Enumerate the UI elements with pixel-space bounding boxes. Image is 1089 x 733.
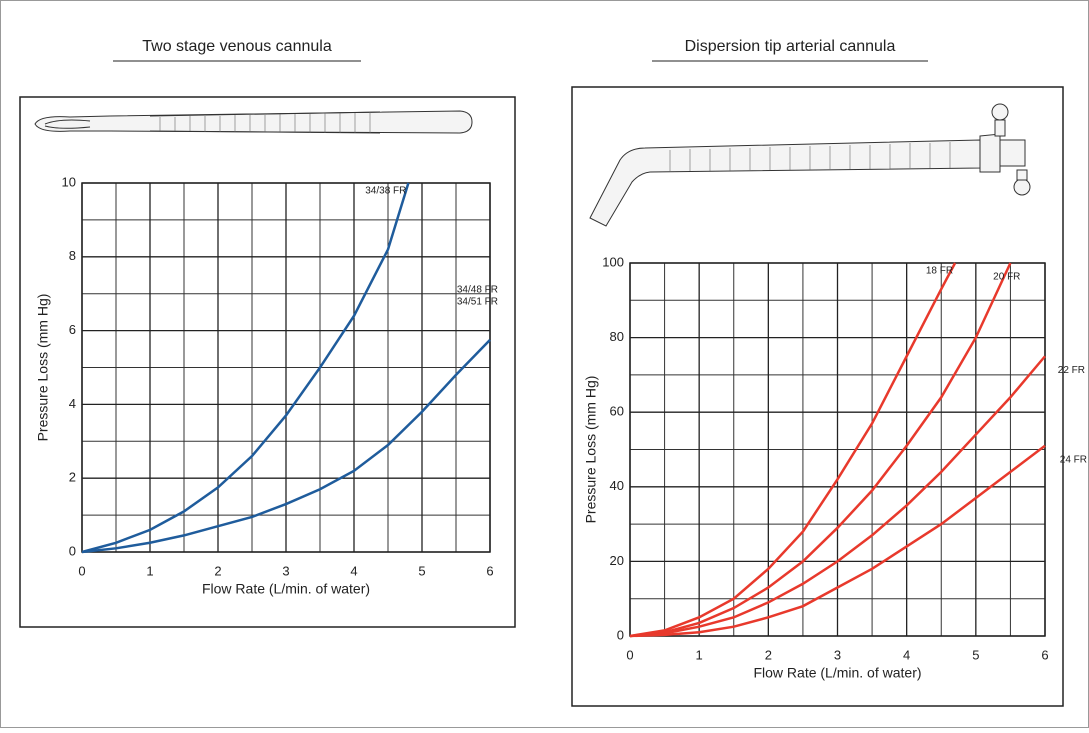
y-tick-label: 2 bbox=[69, 470, 76, 485]
y-tick-label: 100 bbox=[602, 254, 624, 269]
series-label: 34/51 FR bbox=[457, 296, 498, 307]
line-series bbox=[81, 338, 491, 554]
line-series bbox=[629, 355, 1046, 638]
venous-cannula-drawing bbox=[34, 110, 473, 134]
line-series bbox=[629, 444, 1046, 638]
line-series bbox=[81, 182, 410, 554]
series-label: 24 FR bbox=[1060, 454, 1087, 465]
x-tick-label: 3 bbox=[834, 647, 841, 662]
series-label: 22 FR bbox=[1058, 365, 1085, 376]
series-label: 20 FR bbox=[993, 272, 1020, 283]
y-tick-label: 60 bbox=[610, 404, 624, 419]
x-tick-label: 0 bbox=[626, 647, 633, 662]
y-tick-label: 0 bbox=[617, 627, 624, 642]
plot-border bbox=[629, 262, 1046, 637]
x-tick-label: 6 bbox=[1041, 647, 1048, 662]
y-tick-label: 6 bbox=[69, 322, 76, 337]
arterial-cannula-drawing bbox=[589, 103, 1031, 227]
x-tick-label: 5 bbox=[972, 647, 979, 662]
y-tick-label: 0 bbox=[69, 543, 76, 558]
line-series bbox=[629, 262, 957, 638]
y-tick-label: 80 bbox=[610, 329, 624, 344]
left-title: Two stage venous cannula bbox=[142, 38, 332, 55]
x-tick-label: 1 bbox=[146, 563, 153, 578]
x-tick-label: 1 bbox=[696, 647, 703, 662]
line-series bbox=[629, 262, 1012, 638]
y-axis-label: Pressure Loss (mm Hg) bbox=[35, 294, 51, 442]
x-tick-label: 2 bbox=[765, 647, 772, 662]
x-tick-label: 3 bbox=[282, 563, 289, 578]
right-title: Dispersion tip arterial cannula bbox=[685, 38, 896, 55]
x-tick-label: 4 bbox=[350, 563, 357, 578]
y-tick-label: 40 bbox=[610, 478, 624, 493]
x-tick-label: 2 bbox=[214, 563, 221, 578]
series-label: 34/48 FR bbox=[457, 284, 498, 295]
y-tick-label: 8 bbox=[69, 248, 76, 263]
x-axis-label: Flow Rate (L/min. of water) bbox=[202, 581, 370, 597]
x-tick-label: 5 bbox=[418, 563, 425, 578]
x-tick-label: 6 bbox=[486, 563, 493, 578]
y-tick-label: 10 bbox=[62, 174, 76, 189]
y-axis-label: Pressure Loss (mm Hg) bbox=[583, 376, 599, 524]
x-tick-label: 0 bbox=[78, 563, 85, 578]
y-tick-label: 4 bbox=[69, 396, 76, 411]
x-axis-label: Flow Rate (L/min. of water) bbox=[753, 665, 921, 681]
x-tick-label: 4 bbox=[903, 647, 910, 662]
series-label: 18 FR bbox=[926, 266, 953, 277]
y-tick-label: 20 bbox=[610, 553, 624, 568]
series-label: 34/38 FR bbox=[365, 186, 406, 197]
plot-border bbox=[81, 182, 491, 553]
